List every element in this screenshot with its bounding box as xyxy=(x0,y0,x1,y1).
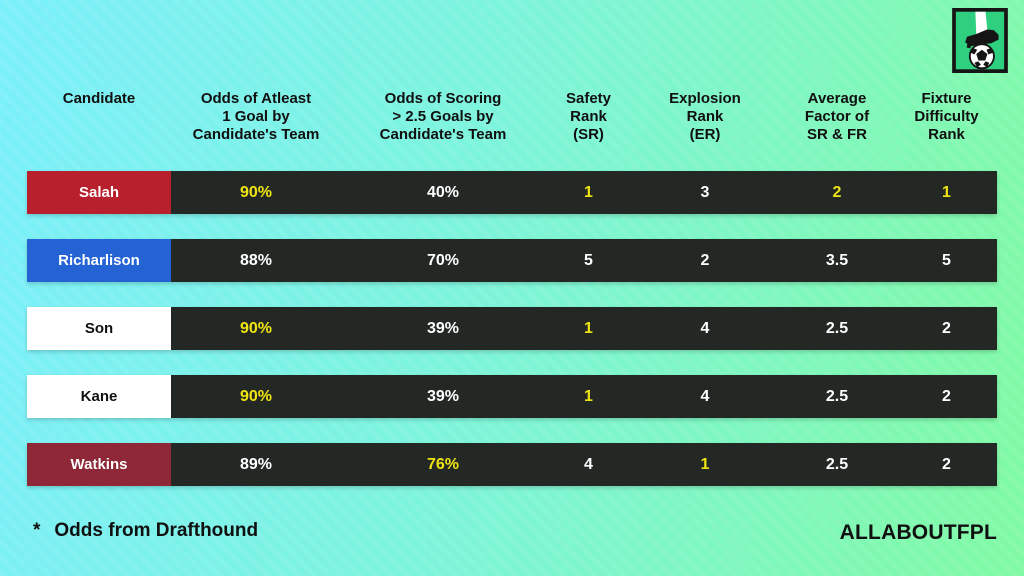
table-body: Salah 90% 40% 1 3 2 1 Richarlison 88% 70… xyxy=(27,171,997,511)
candidate-name: Watkins xyxy=(27,443,171,486)
cell-explosion-rank: 2 xyxy=(632,239,778,282)
cell-odds-2-5-goals: 39% xyxy=(341,375,545,418)
header-odds-2-5-goals: Odds of Scoring > 2.5 Goals by Candidate… xyxy=(379,90,507,143)
cell-average-factor: 2.5 xyxy=(778,307,896,350)
cell-odds-1-goal: 90% xyxy=(171,307,341,350)
cell-average-factor: 2.5 xyxy=(778,443,896,486)
candidate-name: Richarlison xyxy=(27,239,171,282)
header-explosion-rank: Explosion Rank (ER) xyxy=(669,90,741,143)
cell-fixture-difficulty: 2 xyxy=(896,307,997,350)
candidate-name: Salah xyxy=(27,171,171,214)
cell-average-factor: 2 xyxy=(778,171,896,214)
cell-odds-1-goal: 88% xyxy=(171,239,341,282)
cell-explosion-rank: 4 xyxy=(632,375,778,418)
cell-fixture-difficulty: 1 xyxy=(896,171,997,214)
cell-explosion-rank: 4 xyxy=(632,307,778,350)
candidate-name: Kane xyxy=(27,375,171,418)
brand-wordmark: ALLABOUTFPL xyxy=(839,521,997,544)
cell-odds-2-5-goals: 76% xyxy=(341,443,545,486)
table-header-row: Candidate Odds of Atleast 1 Goal by Cand… xyxy=(27,90,997,144)
cell-fixture-difficulty: 2 xyxy=(896,443,997,486)
cell-fixture-difficulty: 5 xyxy=(896,239,997,282)
cell-safety-rank: 1 xyxy=(545,375,632,418)
cell-odds-2-5-goals: 40% xyxy=(341,171,545,214)
odds-source-footnote: * Odds from Drafthound xyxy=(33,520,258,542)
cell-safety-rank: 4 xyxy=(545,443,632,486)
table-row-kane: Kane 90% 39% 1 4 2.5 2 xyxy=(27,375,997,418)
table-row-salah: Salah 90% 40% 1 3 2 1 xyxy=(27,171,997,214)
table-row-richarlison: Richarlison 88% 70% 5 2 3.5 5 xyxy=(27,239,997,282)
footnote-text: Odds from Drafthound xyxy=(54,520,259,541)
cell-safety-rank: 1 xyxy=(545,307,632,350)
header-average-factor: Average Factor of SR & FR xyxy=(804,90,870,143)
cell-average-factor: 3.5 xyxy=(778,239,896,282)
cell-explosion-rank: 1 xyxy=(632,443,778,486)
cell-odds-1-goal: 90% xyxy=(171,171,341,214)
table-row-watkins: Watkins 89% 76% 4 1 2.5 2 xyxy=(27,443,997,486)
header-safety-rank: Safety Rank (SR) xyxy=(565,90,612,143)
boot-kicking-football-icon xyxy=(952,8,1008,73)
header-candidate: Candidate xyxy=(62,90,136,107)
cell-odds-1-goal: 90% xyxy=(171,375,341,418)
header-fixture-difficulty: Fixture Difficulty Rank xyxy=(914,90,979,143)
cell-safety-rank: 1 xyxy=(545,171,632,214)
candidate-name: Son xyxy=(27,307,171,350)
cell-odds-1-goal: 89% xyxy=(171,443,341,486)
header-odds-1-goal: Odds of Atleast 1 Goal by Candidate's Te… xyxy=(192,90,320,143)
cell-explosion-rank: 3 xyxy=(632,171,778,214)
asterisk: * xyxy=(33,520,41,541)
cell-odds-2-5-goals: 70% xyxy=(341,239,545,282)
cell-safety-rank: 5 xyxy=(545,239,632,282)
table-row-son: Son 90% 39% 1 4 2.5 2 xyxy=(27,307,997,350)
cell-fixture-difficulty: 2 xyxy=(896,375,997,418)
cell-odds-2-5-goals: 39% xyxy=(341,307,545,350)
cell-average-factor: 2.5 xyxy=(778,375,896,418)
